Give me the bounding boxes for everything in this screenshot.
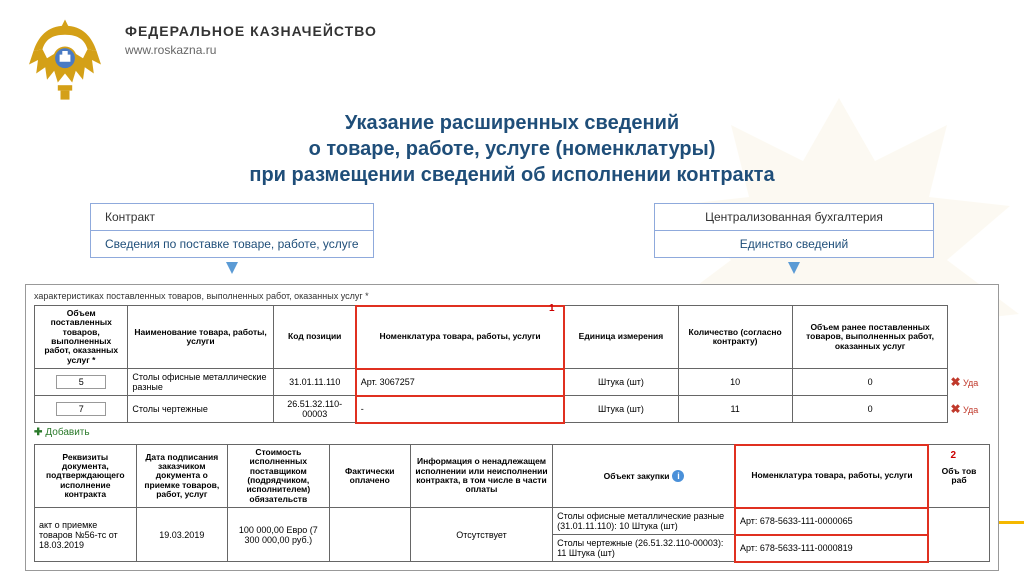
cell-ext — [928, 508, 989, 562]
add-button[interactable]: ✚ Добавить — [34, 427, 90, 438]
cell-paid — [329, 508, 410, 562]
cell-code: 31.01.11.110 — [273, 369, 356, 396]
th-requisites: Реквизиты документа, подтверждающего исп… — [35, 445, 137, 508]
cell-delete: ✖ Уда — [948, 369, 990, 396]
cell-scope: 0 — [792, 369, 948, 396]
cell-name: Столы офисные металлические разные — [128, 369, 273, 396]
delete-icon[interactable]: ✖ — [950, 402, 960, 416]
th-date: Дата подписания заказчиком документа о п… — [136, 445, 227, 508]
goods-table: Объем поставленных товаров, выполненных … — [34, 305, 990, 423]
emblem-icon — [20, 15, 110, 105]
table-header-row: Объем поставленных товаров, выполненных … — [35, 306, 990, 369]
title-line-3: при размещении сведений об исполнении ко… — [40, 162, 984, 188]
cell-delete: ✖ Уда — [948, 396, 990, 423]
cell-volume: 7 — [35, 396, 128, 423]
table-row: акт о приемке товаров №56-тс от 18.03.20… — [35, 508, 990, 535]
th-scope: Объем ранее поставленных товаров, выполн… — [792, 306, 948, 369]
th-ext: Объ тов раб — [928, 445, 989, 508]
cell-name: Столы чертежные — [128, 396, 273, 423]
delete-icon[interactable]: ✖ — [950, 375, 960, 389]
th-object: Объект закупкиi — [553, 445, 736, 508]
cell-quantity: 10 — [678, 369, 792, 396]
table-row: 7 Столы чертежные26.51.32.110-00003-Штука… — [35, 396, 990, 423]
arrow-down-icon — [226, 262, 238, 274]
page-title: Указание расширенных сведений о товаре, … — [40, 110, 984, 188]
arrow-down-icon — [788, 262, 800, 274]
cell-volume: 5 — [35, 369, 128, 396]
cell-nomenclature: Арт: 678-5633-111-0000819 — [735, 535, 928, 562]
cell-quantity: 11 — [678, 396, 792, 423]
th-unit: Единица измерения — [564, 306, 678, 369]
contract-box-subtitle: Сведения по поставке товаре, работе, усл… — [90, 231, 374, 258]
th-cost: Стоимость исполненных поставщиком (подря… — [228, 445, 330, 508]
th-nomenclature: Номенклатура товара, работы, услуги — [356, 306, 564, 369]
documents-table: Реквизиты документа, подтверждающего исп… — [34, 444, 990, 562]
cell-unit: Штука (шт) — [564, 396, 678, 423]
title-line-1: Указание расширенных сведений — [40, 110, 984, 136]
site-url: www.roskazna.ru — [125, 43, 377, 57]
org-name: ФЕДЕРАЛЬНОЕ КАЗНАЧЕЙСТВО — [125, 23, 377, 39]
cell-object: Столы офисные металлические разные (31.0… — [553, 508, 736, 535]
marker-2: 2 — [950, 450, 956, 461]
marker-1: 1 — [549, 303, 555, 314]
contract-box-group: Контракт Сведения по поставке товаре, ра… — [90, 203, 374, 258]
cell-requisites: акт о приемке товаров №56-тс от 18.03.20… — [35, 508, 137, 562]
cell-cost: 100 000,00 Евро (7 300 000,00 руб.) — [228, 508, 330, 562]
cell-object: Столы чертежные (26.51.32.110-00003): 11… — [553, 535, 736, 562]
th-name: Наименование товара, работы, услуги — [128, 306, 273, 369]
cell-scope: 0 — [792, 396, 948, 423]
cell-unit: Штука (шт) — [564, 369, 678, 396]
contract-box-title: Контракт — [90, 203, 374, 231]
cell-nomenclature: - — [356, 396, 564, 423]
th-volume: Объем поставленных товаров, выполненных … — [35, 306, 128, 369]
cell-date: 19.03.2019 — [136, 508, 227, 562]
add-label: Добавить — [45, 427, 89, 438]
info-icon[interactable]: i — [672, 470, 684, 482]
th-nomenclature2: Номенклатура товара, работы, услуги — [735, 445, 928, 508]
form-panel: характеристиках поставленных товаров, вы… — [25, 284, 999, 571]
volume-input[interactable]: 5 — [56, 375, 106, 389]
accounting-box-title: Централизованная бухгалтерия — [654, 203, 934, 231]
volume-input[interactable]: 7 — [56, 402, 106, 416]
th-quantity: Количество (согласно контракту) — [678, 306, 792, 369]
cell-nomenclature: Арт: 678-5633-111-0000065 — [735, 508, 928, 535]
title-line-2: о товаре, работе, услуге (номенклатуры) — [40, 136, 984, 162]
plus-icon: ✚ — [34, 427, 42, 438]
accounting-box-group: Централизованная бухгалтерия Единство св… — [654, 203, 934, 258]
cell-nomenclature: Арт. 3067257 — [356, 369, 564, 396]
table-header-row: Реквизиты документа, подтверждающего исп… — [35, 445, 990, 508]
table-row: 5 Столы офисные металлические разные31.01… — [35, 369, 990, 396]
cell-info: Отсутствует — [410, 508, 552, 562]
th-paid: Фактически оплачено — [329, 445, 410, 508]
form-label: характеристиках поставленных товаров, вы… — [34, 291, 990, 301]
th-info: Информация о ненадлежащем исполнении или… — [410, 445, 552, 508]
th-code: Код позиции — [273, 306, 356, 369]
accounting-box-subtitle: Единство сведений — [654, 231, 934, 258]
cell-code: 26.51.32.110-00003 — [273, 396, 356, 423]
